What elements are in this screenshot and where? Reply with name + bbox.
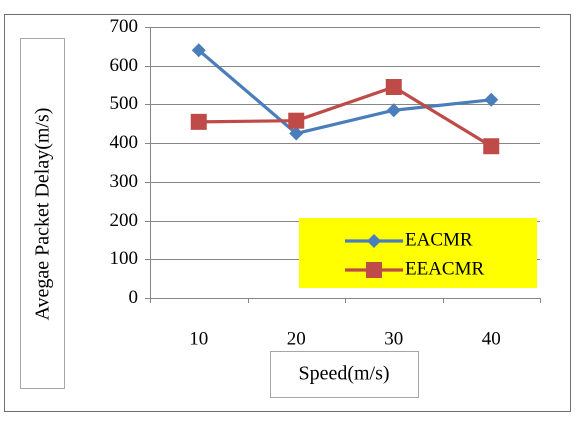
x-tick-label: 10 (189, 328, 208, 349)
data-point (288, 112, 305, 129)
legend: EACMR EEACMR (299, 218, 537, 288)
y-axis-ticks: 0 100 200 300 400 500 600 700 (110, 16, 150, 308)
data-point (190, 113, 207, 130)
data-point (385, 79, 402, 96)
legend-label: EEACMR (405, 258, 485, 279)
legend-label: EACMR (405, 229, 473, 250)
x-tick-label: 40 (482, 328, 501, 349)
data-point (386, 103, 401, 118)
x-tick-label: 20 (287, 328, 306, 349)
x-tick-label: 30 (384, 328, 403, 349)
y-tick-label: 400 (110, 132, 139, 153)
data-point (484, 92, 499, 107)
data-point (483, 138, 500, 155)
series-eeacmr (190, 79, 500, 155)
legend-box (299, 218, 537, 288)
chart-border (4, 14, 571, 412)
y-tick-label: 500 (110, 93, 139, 114)
series-line (198, 85, 493, 148)
y-tick-label: 200 (110, 210, 139, 231)
y-tick-label: 600 (110, 55, 139, 76)
y-tick-label: 700 (110, 16, 139, 37)
y-tick-label: 0 (129, 287, 139, 308)
x-axis-title: Speed(m/s) (298, 363, 389, 385)
y-tick-label: 300 (110, 171, 139, 192)
data-point (191, 43, 206, 58)
legend-swatch-marker (366, 262, 382, 278)
legend-item: EACMR (345, 229, 473, 250)
series-line (197, 49, 492, 136)
series-eacmr (191, 43, 499, 141)
y-axis-title-box (20, 38, 65, 389)
legend-item: EEACMR (345, 258, 485, 279)
x-axis-ticks: 10 20 30 40 (150, 298, 541, 349)
legend-swatch-marker (367, 234, 381, 248)
data-point (289, 126, 304, 141)
y-axis-title: Avegae Packet Delay(m/s) (32, 108, 54, 321)
x-axis-title-box (270, 351, 419, 398)
y-tick-label: 100 (110, 248, 139, 269)
series-layer (190, 43, 500, 155)
